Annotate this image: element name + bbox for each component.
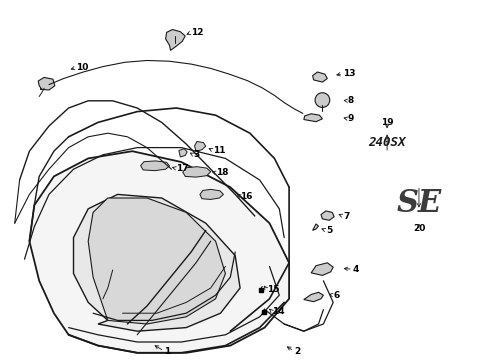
Text: 3: 3 [194,150,200,159]
Text: 16: 16 [240,192,253,201]
Text: 18: 18 [216,168,228,177]
Text: 9: 9 [348,114,354,123]
Polygon shape [141,161,170,171]
Text: 14: 14 [272,307,285,316]
Polygon shape [179,149,187,157]
Text: 11: 11 [213,146,226,155]
Polygon shape [304,114,322,122]
Text: 2: 2 [294,346,300,356]
Text: 15: 15 [267,285,280,294]
Text: 5: 5 [326,226,332,235]
Polygon shape [304,292,323,302]
Text: 10: 10 [76,63,88,72]
Text: 1: 1 [164,346,171,356]
Text: 17: 17 [176,164,189,173]
Polygon shape [74,194,240,331]
Polygon shape [311,263,333,275]
Text: 6: 6 [333,291,340,300]
Polygon shape [29,151,289,353]
Polygon shape [313,72,327,82]
Text: 7: 7 [343,212,349,220]
Text: 12: 12 [191,28,204,37]
Polygon shape [183,167,211,177]
Text: 8: 8 [348,96,354,105]
Polygon shape [38,77,55,90]
Text: 13: 13 [343,69,356,78]
Text: 20: 20 [413,224,425,233]
Text: 240SX: 240SX [368,136,406,149]
Circle shape [315,93,330,107]
Polygon shape [195,141,206,151]
Polygon shape [321,211,334,220]
Text: 19: 19 [381,118,393,127]
Polygon shape [88,198,225,324]
Polygon shape [166,30,185,50]
Text: SE: SE [396,188,441,219]
Polygon shape [313,224,318,230]
Polygon shape [200,189,223,199]
Text: 4: 4 [353,265,359,274]
